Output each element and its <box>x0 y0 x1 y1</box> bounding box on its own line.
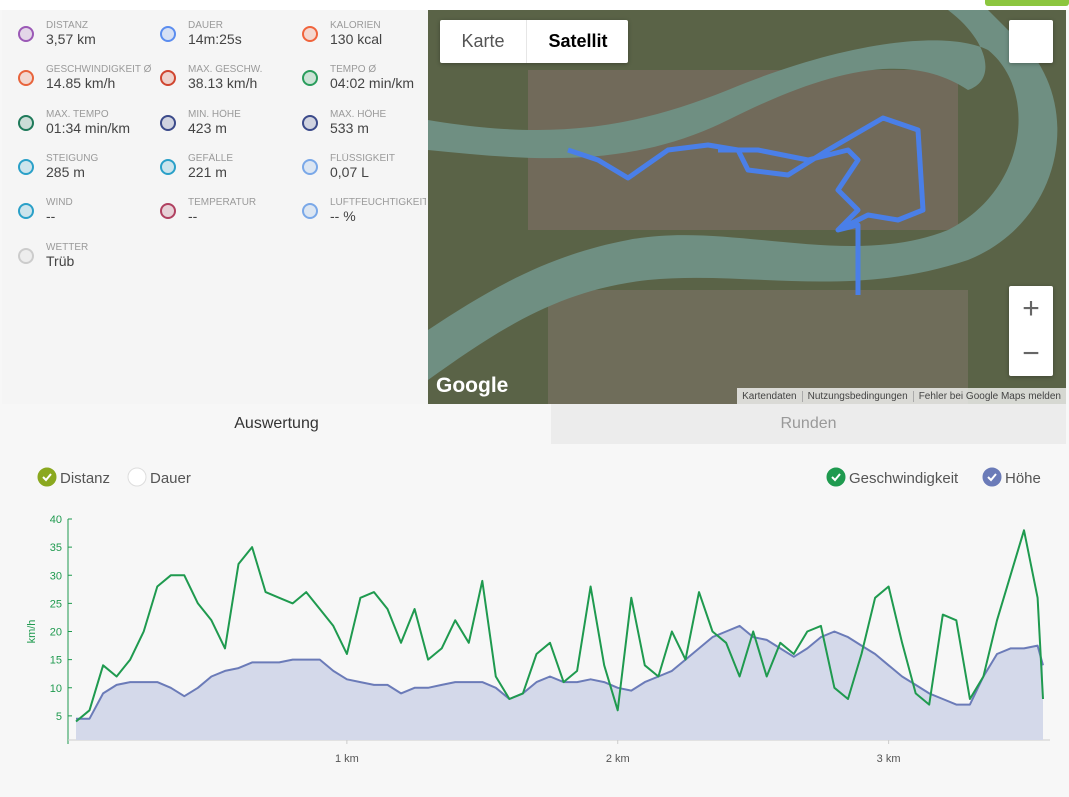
stat-icon <box>160 158 176 175</box>
stat-value: -- % <box>330 208 356 225</box>
checkmark <box>831 473 841 482</box>
stat-value: 3,57 km <box>46 31 96 47</box>
stats-panel: DISTANZ 3,57 km DAUER 14m:25s KALORIEN 130 kc… <box>2 10 429 404</box>
fullscreen-button[interactable] <box>1009 20 1053 63</box>
x-tick-label: 3 km <box>877 753 901 765</box>
stat-value: 14m:25s <box>188 31 242 47</box>
stat-label: DAUER <box>188 20 224 31</box>
checkmark <box>42 473 52 482</box>
checkbox[interactable] <box>826 467 846 487</box>
map-footer-link[interactable]: Nutzungsbedingungen <box>801 390 913 402</box>
map-type-button[interactable]: Karte <box>461 31 505 51</box>
stat-value: Trüb <box>46 252 75 269</box>
stat-icon <box>18 70 34 87</box>
y-tick-label: 35 <box>50 542 62 554</box>
stat-value: 38.13 km/h <box>188 75 258 92</box>
map-footer-link[interactable]: Fehler bei Google Maps melden <box>912 390 1066 402</box>
tab[interactable]: Runden <box>551 404 1066 444</box>
stat-label: STEIGUNG <box>46 152 99 164</box>
stat-icon <box>18 247 34 264</box>
zoom-in[interactable]: + <box>1022 292 1040 325</box>
stat-icon <box>18 26 34 42</box>
stat-label: WETTER <box>46 241 89 253</box>
stat-icon <box>302 26 318 42</box>
stat-value: 0,07 L <box>330 163 369 180</box>
map-type-button[interactable]: Satellit <box>526 20 629 63</box>
stat-label: TEMPO Ø <box>330 64 377 76</box>
stat-value: 221 m <box>188 163 227 180</box>
y-tick-label: 30 <box>50 570 62 582</box>
top-bar <box>0 0 1069 10</box>
stat-value: -- <box>46 208 56 225</box>
stat-label: MIN. HÖHE <box>188 108 241 120</box>
map[interactable]: Karte Satellit + − Google Kartendaten Nut… <box>428 10 1066 404</box>
stat-value: 04:02 min/km <box>330 75 415 92</box>
stat-label: DISTANZ <box>46 20 89 31</box>
area <box>76 625 1043 740</box>
stat-label: MAX. GESCHW. <box>188 64 263 76</box>
tab-active[interactable]: Auswertung <box>2 404 551 444</box>
map-footer: Kartendaten Nutzungsbedingungen Fehler bei… <box>737 388 1066 404</box>
y-tick-label: 20 <box>50 627 62 639</box>
legend-label[interactable]: Höhe <box>1005 470 1041 487</box>
stat-icon <box>18 203 34 220</box>
checkbox[interactable] <box>127 467 147 487</box>
stat-value: 423 m <box>188 119 227 136</box>
x-toggle-label[interactable]: Distanz <box>60 470 110 487</box>
stat-value: 533 m <box>330 119 369 136</box>
y-tick-label: 10 <box>50 683 62 695</box>
stat-value: 14.85 km/h <box>46 75 116 92</box>
map-image <box>428 10 1066 404</box>
stat-icon <box>18 158 34 175</box>
checkbox[interactable] <box>37 467 57 487</box>
stat-icon <box>302 158 318 175</box>
stat-icon <box>302 114 318 131</box>
map-type-control <box>440 20 628 63</box>
y-tick-label: 5 <box>56 711 62 723</box>
x-tick-label: 1 km <box>335 753 359 765</box>
top-button[interactable] <box>985 0 1069 6</box>
route <box>567 115 926 295</box>
zoom-out[interactable]: − <box>1022 337 1040 370</box>
stat-label: GEFÄLLE <box>188 152 234 164</box>
stat-value: 130 kcal <box>330 31 383 47</box>
checkbox[interactable] <box>982 467 1002 487</box>
zoom-control <box>1009 286 1053 376</box>
stat-value: 01:34 min/km <box>46 119 131 136</box>
stat-icon <box>160 70 176 87</box>
checkmark <box>987 473 997 482</box>
stat-label: FLÜSSIGKEIT <box>330 152 396 164</box>
stat-label: LUFTFEUCHTIGKEIT <box>330 197 426 209</box>
stat-label: MAX. HÖHE <box>330 108 387 120</box>
stat-icon <box>160 26 176 42</box>
line <box>75 529 1044 723</box>
y-tick-label: 15 <box>50 655 62 667</box>
y-tick-label: 25 <box>50 598 62 610</box>
y-axis-label: km/h <box>26 620 38 644</box>
river <box>428 10 1058 380</box>
stat-icon <box>302 70 318 87</box>
x-tick-label: 2 km <box>606 753 630 765</box>
stat-label: GESCHWINDIGKEIT Ø <box>46 64 152 76</box>
stat-value: 285 m <box>46 163 85 180</box>
map-footer-link[interactable]: Kartendaten <box>742 390 797 402</box>
town-south <box>548 290 968 404</box>
stat-icon <box>18 114 34 131</box>
stat-label: WIND <box>46 197 73 209</box>
legend-label[interactable]: Geschwindigkeit <box>849 470 959 487</box>
y-tick-label: 40 <box>50 514 62 526</box>
stat-icon <box>302 203 318 220</box>
stat-icon <box>160 203 176 220</box>
chart: Distanz Dauer Höhe Geschwindigkeit 5 10 15 20 25… <box>26 467 1050 765</box>
stat-label: TEMPERATUR <box>188 197 257 209</box>
stat-label: MAX. TEMPO <box>46 108 109 120</box>
stat-value: -- <box>188 208 198 225</box>
stat-icon <box>160 114 176 131</box>
x-toggle-label[interactable]: Dauer <box>150 470 191 487</box>
google-logo: Google <box>436 374 509 397</box>
stat-label: KALORIEN <box>330 20 381 31</box>
